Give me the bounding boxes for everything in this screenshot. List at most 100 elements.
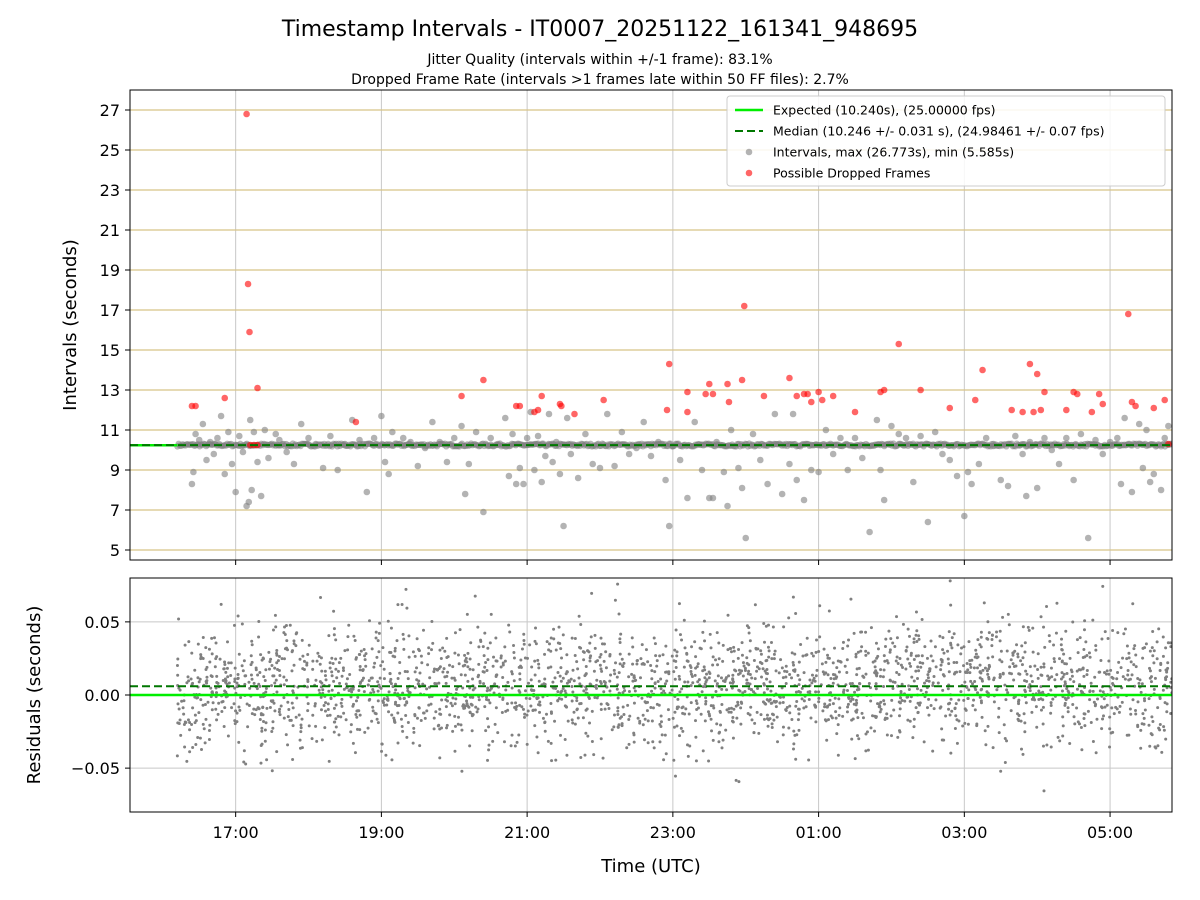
residual-point [443,649,447,653]
residual-point [364,664,368,668]
residual-point [372,690,376,694]
residual-point [864,653,868,657]
residual-point [781,725,785,729]
residual-point [319,656,323,660]
residual-point [290,701,294,705]
residual-point [743,669,747,673]
residual-point [947,662,951,666]
residual-point [616,696,620,700]
residual-point [1166,661,1170,665]
residual-point [522,642,526,646]
residual-point [270,663,274,667]
residual-point [836,753,840,757]
residual-point [1027,628,1031,632]
residual-point [873,665,877,669]
interval-point [961,512,968,520]
residual-point [257,707,261,711]
residual-point [1151,720,1155,724]
residual-point [1018,672,1022,676]
residual-point [626,703,630,707]
residual-point [610,728,614,732]
residual-point [980,687,984,691]
residual-point [268,706,272,710]
residual-point [199,698,203,702]
residual-point [998,672,1002,676]
dropped-frame-point [1037,406,1045,414]
residual-point [570,685,574,689]
xtick-label: 19:00 [358,823,404,842]
residual-point [334,667,338,671]
residual-point [515,740,519,744]
residual-point [370,647,374,651]
residual-point [1025,672,1029,676]
residual-point [670,654,674,658]
residual-point [586,649,590,653]
residual-point [505,702,509,706]
residual-point [837,670,841,674]
residual-point [1065,671,1069,675]
residual-point [466,651,470,655]
residual-point [927,713,931,717]
residual-point [745,656,749,660]
residual-point [797,712,801,716]
residual-point [225,666,229,670]
residual-point [1061,675,1065,679]
residual-point [745,624,749,628]
residual-point [599,702,603,706]
residual-point [263,739,267,743]
residual-point [698,646,702,650]
residual-point [762,683,766,687]
residual-point [526,709,530,713]
residual-point [367,679,371,683]
residual-point [785,706,789,710]
residual-point [907,684,911,688]
residual-point [911,736,915,740]
residual-point [649,706,653,710]
residual-point [763,640,767,644]
residual-point [759,649,763,653]
residual-point [186,675,190,679]
residual-point [768,680,772,684]
residual-point [677,674,681,678]
residual-point [256,673,260,677]
residual-point [1021,752,1025,756]
residual-point [1024,701,1028,705]
residual-point [321,688,325,692]
residual-point [460,769,464,773]
residual-point [806,690,810,694]
residual-point [883,717,887,721]
residual-point [1037,697,1041,701]
residual-point [914,633,918,637]
residual-point [639,657,643,661]
residual-point [1060,689,1064,693]
residual-point [438,707,442,711]
residual-point [1078,636,1082,640]
residual-point [941,688,945,692]
residual-point [470,703,474,707]
residual-point [593,633,597,637]
residual-point [233,677,237,681]
residual-point [575,699,579,703]
residual-point [376,680,380,684]
dropped-frame-point [1099,400,1107,408]
residual-point [316,651,320,655]
residual-point [529,688,533,692]
residual-point [1075,669,1079,673]
residual-point [873,659,877,663]
residual-point [458,628,462,632]
residual-point [1080,748,1084,752]
residual-point [797,690,801,694]
residual-point [762,691,766,695]
residual-point [886,661,890,665]
residual-point [837,697,841,701]
interval-point [1092,436,1099,444]
residual-point [1125,644,1129,648]
residual-point [1039,708,1043,712]
residual-point [1111,730,1115,734]
residual-point [323,674,327,678]
residual-point [717,641,721,645]
residual-point [1039,685,1043,689]
residual-point [1161,688,1165,692]
residual-point [1029,674,1033,678]
residual-point [765,667,769,671]
